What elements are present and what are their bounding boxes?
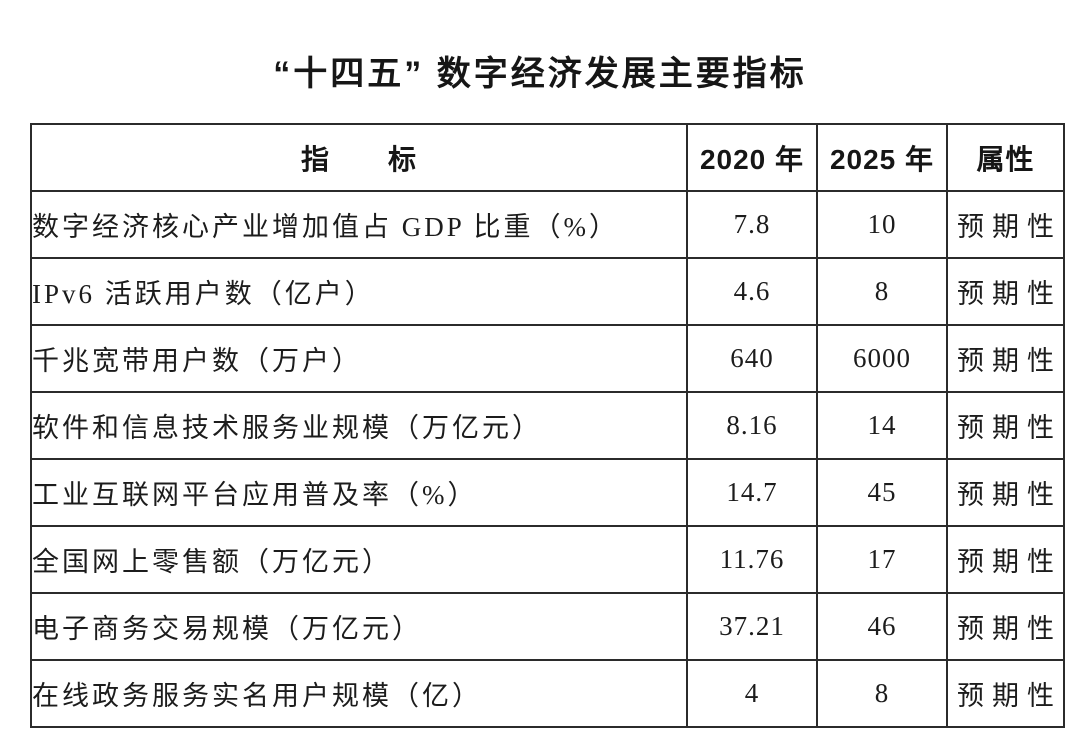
table-row: 千兆宽带用户数（万户） 640 6000 预期性 (30, 324, 1065, 393)
table-row: 工业互联网平台应用普及率（%） 14.7 45 预期性 (30, 458, 1065, 527)
value-2020-cell: 4.6 (686, 257, 818, 326)
value-2025-cell: 8 (816, 257, 948, 326)
attribute-cell: 预期性 (946, 659, 1065, 728)
table-row: 电子商务交易规模（万亿元） 37.21 46 预期性 (30, 592, 1065, 661)
attribute-cell: 预期性 (946, 391, 1065, 460)
value-2020-cell: 7.8 (686, 190, 818, 259)
indicator-cell: 电子商务交易规模（万亿元） (30, 592, 688, 661)
column-header-attribute: 属性 (946, 123, 1065, 192)
indicator-cell: 千兆宽带用户数（万户） (30, 324, 688, 393)
table-row: IPv6 活跃用户数（亿户） 4.6 8 预期性 (30, 257, 1065, 326)
column-header-2020: 2020 年 (686, 123, 818, 192)
table-body: 数字经济核心产业增加值占 GDP 比重（%） 7.8 10 预期性 IPv6 活… (30, 190, 1065, 728)
value-2025-cell: 46 (816, 592, 948, 661)
indicator-cell: IPv6 活跃用户数（亿户） (30, 257, 688, 326)
value-2025-cell: 14 (816, 391, 948, 460)
value-2025-cell: 45 (816, 458, 948, 527)
value-2025-cell: 17 (816, 525, 948, 594)
value-2020-cell: 4 (686, 659, 818, 728)
value-2020-cell: 11.76 (686, 525, 818, 594)
value-2025-cell: 8 (816, 659, 948, 728)
attribute-cell: 预期性 (946, 324, 1065, 393)
page-title: “十四五” 数字经济发展主要指标 (273, 55, 807, 93)
attribute-cell: 预期性 (946, 592, 1065, 661)
value-2020-cell: 8.16 (686, 391, 818, 460)
value-2020-cell: 14.7 (686, 458, 818, 527)
table-header-row: 指 标 2020 年 2025 年 属性 (30, 123, 1065, 192)
indicator-cell: 数字经济核心产业增加值占 GDP 比重（%） (30, 190, 688, 259)
table-row: 全国网上零售额（万亿元） 11.76 17 预期性 (30, 525, 1065, 594)
indicator-cell: 在线政务服务实名用户规模（亿） (30, 659, 688, 728)
table-row: 软件和信息技术服务业规模（万亿元） 8.16 14 预期性 (30, 391, 1065, 460)
attribute-cell: 预期性 (946, 458, 1065, 527)
attribute-cell: 预期性 (946, 525, 1065, 594)
column-header-2025: 2025 年 (816, 123, 948, 192)
table-row: 在线政务服务实名用户规模（亿） 4 8 预期性 (30, 659, 1065, 728)
value-2025-cell: 6000 (816, 324, 948, 393)
indicators-table: 指 标 2020 年 2025 年 属性 数字经济核心产业增加值占 GDP 比重… (30, 123, 1065, 728)
column-header-indicator: 指 标 (30, 123, 688, 192)
indicator-cell: 软件和信息技术服务业规模（万亿元） (30, 391, 688, 460)
value-2020-cell: 640 (686, 324, 818, 393)
value-2020-cell: 37.21 (686, 592, 818, 661)
attribute-cell: 预期性 (946, 190, 1065, 259)
indicator-cell: 全国网上零售额（万亿元） (30, 525, 688, 594)
indicator-cell: 工业互联网平台应用普及率（%） (30, 458, 688, 527)
value-2025-cell: 10 (816, 190, 948, 259)
attribute-cell: 预期性 (946, 257, 1065, 326)
table-row: 数字经济核心产业增加值占 GDP 比重（%） 7.8 10 预期性 (30, 190, 1065, 259)
